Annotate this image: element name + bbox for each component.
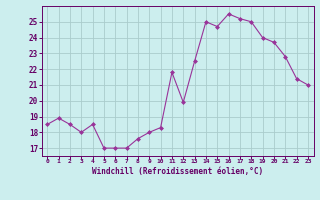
X-axis label: Windchill (Refroidissement éolien,°C): Windchill (Refroidissement éolien,°C) — [92, 167, 263, 176]
